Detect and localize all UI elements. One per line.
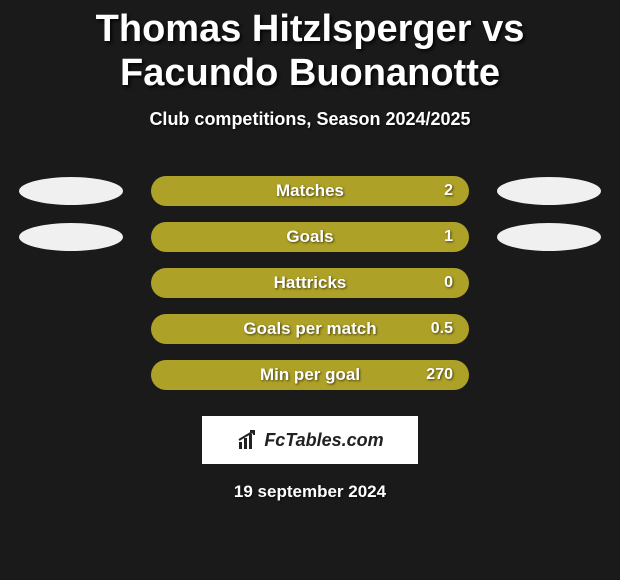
stat-bar: Hattricks 0	[151, 268, 469, 298]
stat-value: 2	[444, 182, 453, 200]
stat-label: Hattricks	[151, 273, 469, 293]
left-oval	[19, 177, 123, 205]
stat-label: Matches	[151, 181, 469, 201]
stat-bar: Min per goal 270	[151, 360, 469, 390]
stat-value: 270	[426, 366, 453, 384]
stat-rows: Matches 2 Goals 1 Hattricks 0	[0, 168, 620, 398]
chart-icon	[236, 428, 260, 452]
stat-value: 0	[444, 274, 453, 292]
right-oval	[497, 223, 601, 251]
logo-badge: FcTables.com	[202, 416, 418, 464]
stat-label: Goals per match	[151, 319, 469, 339]
stat-row: Matches 2	[0, 168, 620, 214]
date-text: 19 september 2024	[0, 482, 620, 502]
stat-row: Min per goal 270	[0, 352, 620, 398]
right-oval	[497, 177, 601, 205]
stat-row: Hattricks 0	[0, 260, 620, 306]
stat-bar: Goals 1	[151, 222, 469, 252]
page-title: Thomas Hitzlsperger vs Facundo Buonanott…	[0, 0, 620, 95]
stat-value: 1	[444, 228, 453, 246]
left-oval	[19, 223, 123, 251]
logo-text: FcTables.com	[264, 430, 383, 451]
stat-label: Min per goal	[151, 365, 469, 385]
stat-bar: Goals per match 0.5	[151, 314, 469, 344]
subtitle: Club competitions, Season 2024/2025	[0, 109, 620, 130]
stat-label: Goals	[151, 227, 469, 247]
stat-row: Goals per match 0.5	[0, 306, 620, 352]
stat-row: Goals 1	[0, 214, 620, 260]
stat-bar: Matches 2	[151, 176, 469, 206]
stat-value: 0.5	[431, 320, 453, 338]
